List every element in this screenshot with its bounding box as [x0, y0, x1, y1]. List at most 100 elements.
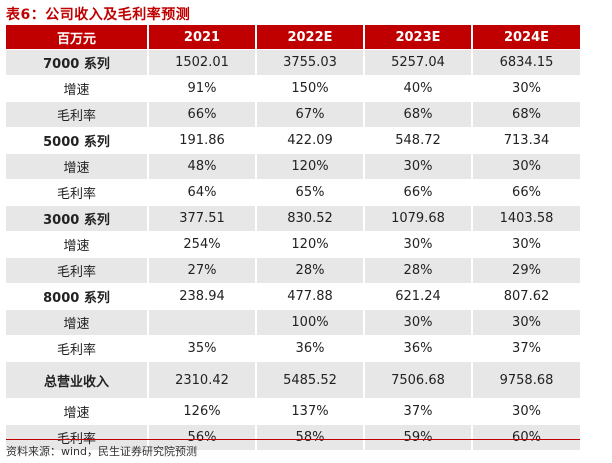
header-cell-unit: 百万元 [6, 25, 148, 50]
table-row: 7000 系列 1502.01 3755.03 5257.04 6834.15 [6, 49, 580, 76]
table-cell: 9758.68 [471, 361, 580, 399]
table-cell: 807.62 [471, 283, 580, 310]
row-label: 总营业收入 [6, 361, 148, 399]
table-cell: 477.88 [255, 283, 364, 310]
table-cell: 58% [255, 424, 364, 450]
table-row: 增速 254% 120% 30% 30% [6, 231, 580, 258]
table-cell: 548.72 [363, 127, 472, 154]
table-cell: 621.24 [363, 283, 472, 310]
row-label: 毛利率 [6, 335, 148, 362]
table-cell: 40% [363, 75, 472, 102]
table-cell: 35% [147, 335, 256, 362]
table-cell: 100% [255, 309, 364, 336]
table-cell: 66% [471, 179, 580, 206]
row-label: 增速 [6, 75, 148, 102]
table-cell: 30% [471, 231, 580, 258]
table-cell: 56% [147, 424, 256, 450]
table-cell: 150% [255, 75, 364, 102]
source-note: 资料来源：wind，民生证券研究院预测 [6, 445, 198, 458]
row-label: 5000 系列 [6, 127, 148, 154]
table-cell: 66% [147, 101, 256, 128]
table-cell: 422.09 [255, 127, 364, 154]
table-row: 增速 100% 30% 30% [6, 309, 580, 336]
forecast-table: 百万元 2021 2022E 2023E 2024E 7000 系列 1502.0… [6, 25, 580, 450]
table-cell: 30% [363, 231, 472, 258]
table-cell: 1079.68 [363, 205, 472, 232]
table-cell: 37% [471, 335, 580, 362]
table-cell: 28% [255, 257, 364, 284]
table-cell: 126% [147, 398, 256, 425]
table-cell: 3755.03 [255, 49, 364, 76]
table-cell: 238.94 [147, 283, 256, 310]
table-body: 7000 系列 1502.01 3755.03 5257.04 6834.15 增速 91%… [6, 49, 580, 450]
table-cell: 6834.15 [471, 49, 580, 76]
table-cell: 64% [147, 179, 256, 206]
row-label: 增速 [6, 398, 148, 425]
table-cell: 91% [147, 75, 256, 102]
table-cell: 120% [255, 231, 364, 258]
row-label: 7000 系列 [6, 49, 148, 76]
table-cell: 68% [363, 101, 472, 128]
table-cell: 120% [255, 153, 364, 180]
table-cell: 713.34 [471, 127, 580, 154]
table-bottom-rule [6, 439, 580, 440]
table-row: 总营业收入 2310.42 5485.52 7506.68 9758.68 [6, 361, 580, 399]
row-label: 增速 [6, 153, 148, 180]
row-label: 增速 [6, 309, 148, 336]
table-cell: 5257.04 [363, 49, 472, 76]
row-label: 毛利率 [6, 101, 148, 128]
table-cell: 37% [363, 398, 472, 425]
table-cell: 191.86 [147, 127, 256, 154]
table-cell [147, 309, 256, 336]
table-cell: 377.51 [147, 205, 256, 232]
table-cell: 830.52 [255, 205, 364, 232]
table-cell: 68% [471, 101, 580, 128]
table-cell: 7506.68 [363, 361, 472, 399]
table-cell: 30% [471, 398, 580, 425]
header-cell-2022e: 2022E [255, 25, 364, 50]
table-cell: 30% [471, 75, 580, 102]
table-row: 增速 48% 120% 30% 30% [6, 153, 580, 180]
row-label: 增速 [6, 231, 148, 258]
header-row: 百万元 2021 2022E 2023E 2024E [6, 25, 580, 50]
table-cell: 27% [147, 257, 256, 284]
row-label: 毛利率 [6, 179, 148, 206]
table-row: 毛利率 27% 28% 28% 29% [6, 257, 580, 284]
table-cell: 65% [255, 179, 364, 206]
table-cell: 66% [363, 179, 472, 206]
table-row: 增速 91% 150% 40% 30% [6, 75, 580, 102]
header-cell-2024e: 2024E [471, 25, 580, 50]
row-label: 8000 系列 [6, 283, 148, 310]
table-row: 毛利率 64% 65% 66% 66% [6, 179, 580, 206]
table-cell: 28% [363, 257, 472, 284]
table-cell: 29% [471, 257, 580, 284]
table-cell: 137% [255, 398, 364, 425]
table-cell: 30% [363, 309, 472, 336]
table-row: 毛利率 35% 36% 36% 37% [6, 335, 580, 362]
header-cell-2023e: 2023E [363, 25, 472, 50]
table-cell: 36% [255, 335, 364, 362]
table-cell: 60% [471, 424, 580, 450]
table-cell: 254% [147, 231, 256, 258]
table-row: 5000 系列 191.86 422.09 548.72 713.34 [6, 127, 580, 154]
row-label: 毛利率 [6, 424, 148, 450]
table-cell: 2310.42 [147, 361, 256, 399]
forecast-table-container: 百万元 2021 2022E 2023E 2024E 7000 系列 1502.0… [6, 25, 580, 450]
table-row: 毛利率 66% 67% 68% 68% [6, 101, 580, 128]
table-cell: 36% [363, 335, 472, 362]
row-label: 3000 系列 [6, 205, 148, 232]
table-cell: 1502.01 [147, 49, 256, 76]
table-cell: 48% [147, 153, 256, 180]
table-row: 增速 126% 137% 37% 30% [6, 398, 580, 425]
table-cell: 67% [255, 101, 364, 128]
header-cell-2021: 2021 [147, 25, 256, 50]
table-cell: 59% [363, 424, 472, 450]
table-cell: 30% [471, 309, 580, 336]
table-row: 8000 系列 238.94 477.88 621.24 807.62 [6, 283, 580, 310]
table-cell: 5485.52 [255, 361, 364, 399]
table-row: 毛利率 56% 58% 59% 60% [6, 424, 580, 450]
row-label: 毛利率 [6, 257, 148, 284]
table-cell: 30% [471, 153, 580, 180]
table-title: 表6：公司收入及毛利率预测 [6, 7, 191, 23]
